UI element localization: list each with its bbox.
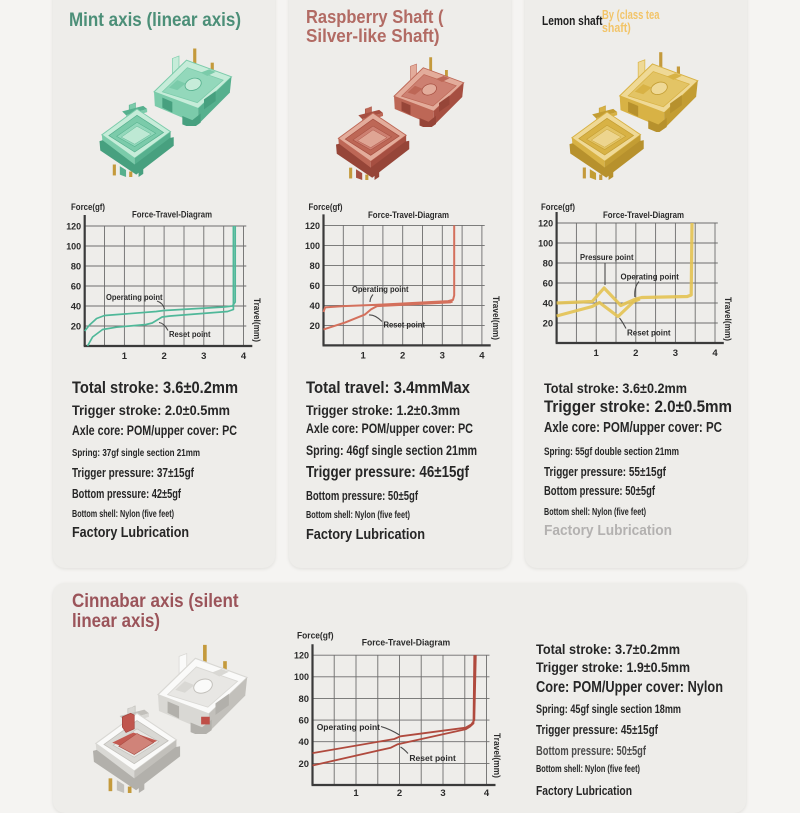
svg-text:3: 3 (440, 350, 445, 361)
svg-text:Force(gf): Force(gf) (309, 202, 343, 213)
svg-text:120: 120 (66, 221, 81, 232)
svg-text:120: 120 (294, 651, 309, 662)
svg-text:40: 40 (299, 737, 310, 748)
svg-text:40: 40 (310, 301, 321, 312)
svg-text:Reset point: Reset point (169, 329, 211, 339)
svg-text:4: 4 (484, 788, 490, 799)
svg-text:40: 40 (543, 298, 554, 309)
svg-text:Operating point: Operating point (352, 284, 409, 294)
svg-text:3: 3 (673, 348, 678, 359)
svg-text:2: 2 (633, 348, 638, 359)
svg-text:Reset point: Reset point (409, 753, 455, 763)
svg-text:20: 20 (310, 321, 321, 332)
svg-text:4: 4 (479, 350, 485, 361)
svg-text:1: 1 (594, 348, 600, 359)
svg-text:40: 40 (71, 301, 82, 312)
svg-text:Travel(mm): Travel(mm) (492, 733, 502, 778)
svg-text:20: 20 (71, 321, 82, 332)
svg-text:100: 100 (294, 672, 309, 683)
svg-text:4: 4 (241, 351, 247, 362)
svg-text:2: 2 (400, 350, 405, 361)
svg-text:60: 60 (71, 281, 82, 292)
svg-text:Force-Travel-Diagram: Force-Travel-Diagram (368, 210, 449, 220)
svg-text:100: 100 (538, 238, 553, 249)
svg-text:60: 60 (543, 278, 554, 289)
svg-text:Operating point: Operating point (621, 271, 679, 281)
svg-text:Force(gf): Force(gf) (541, 202, 575, 213)
svg-text:1: 1 (360, 350, 366, 361)
svg-text:Operating point: Operating point (317, 722, 380, 732)
svg-text:Travel(mm): Travel(mm) (723, 297, 733, 341)
svg-text:120: 120 (538, 218, 553, 229)
svg-text:100: 100 (66, 241, 81, 252)
svg-text:80: 80 (299, 694, 310, 705)
svg-text:Force-Travel-Diagram: Force-Travel-Diagram (362, 638, 451, 648)
svg-text:80: 80 (310, 261, 321, 272)
svg-text:Pressure point: Pressure point (580, 252, 634, 262)
svg-text:2: 2 (397, 788, 402, 799)
svg-text:1: 1 (353, 788, 359, 799)
svg-text:Force(gf): Force(gf) (297, 631, 334, 642)
svg-text:Force-Travel-Diagram: Force-Travel-Diagram (132, 210, 212, 220)
svg-text:60: 60 (310, 281, 321, 292)
svg-text:80: 80 (71, 261, 82, 272)
svg-text:60: 60 (299, 715, 310, 726)
svg-text:Travel(mm): Travel(mm) (252, 298, 262, 342)
svg-text:4: 4 (712, 348, 718, 359)
svg-text:100: 100 (305, 241, 320, 252)
svg-text:120: 120 (305, 221, 320, 232)
svg-text:Force(gf): Force(gf) (71, 202, 105, 213)
svg-text:3: 3 (440, 788, 445, 799)
svg-text:Reset point: Reset point (627, 328, 671, 338)
svg-text:80: 80 (543, 258, 554, 269)
svg-text:Reset point: Reset point (384, 320, 426, 330)
svg-text:Operating point: Operating point (106, 292, 163, 302)
svg-text:Travel(mm): Travel(mm) (491, 296, 501, 340)
svg-text:20: 20 (543, 318, 554, 329)
svg-text:1: 1 (122, 351, 128, 362)
svg-text:Force-Travel-Diagram: Force-Travel-Diagram (603, 210, 684, 220)
svg-text:2: 2 (161, 351, 166, 362)
svg-text:3: 3 (201, 351, 206, 362)
svg-text:20: 20 (299, 759, 310, 770)
